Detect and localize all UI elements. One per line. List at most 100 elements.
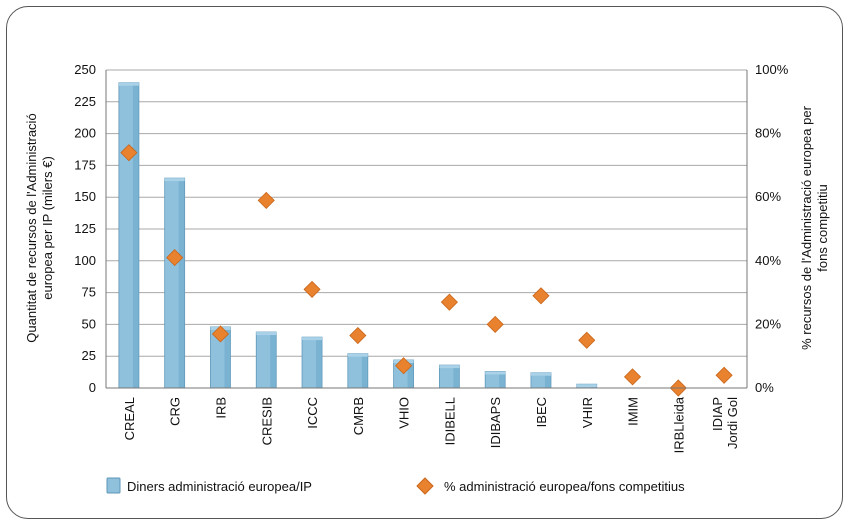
y-tick-label: 50: [82, 316, 96, 331]
y2-tick-label: 100%: [755, 62, 789, 77]
x-tick-label: CRG: [168, 397, 183, 426]
svg-text:VHIO: VHIO: [397, 397, 412, 429]
bar-top: [118, 82, 139, 86]
bar-top: [256, 332, 277, 336]
x-tick-label: VHIO: [397, 397, 412, 429]
bar-idibaps: [484, 371, 506, 389]
svg-text:CMRB: CMRB: [351, 397, 366, 435]
bar-iccc: [301, 336, 323, 389]
bar-shade: [178, 178, 185, 388]
left-tick-labels: 0 25 50 75 100 125 150 175 200 225 250: [74, 62, 96, 395]
x-tick-label: ICCC: [305, 397, 320, 429]
y-tick-label: 250: [74, 62, 96, 77]
y-tick-label: 125: [74, 221, 96, 236]
bar-top: [530, 372, 551, 376]
y-tick-label: 200: [74, 126, 96, 141]
y2-tick-label: 80%: [755, 126, 781, 141]
legend-bar-swatch: [106, 477, 121, 494]
x-tick-label: CMRB: [351, 397, 366, 435]
svg-text:CREAL: CREAL: [122, 397, 137, 440]
marker-vhir: [578, 331, 596, 349]
marker-idiap-jordi-gol: [715, 366, 733, 384]
y2-tick-label: 60%: [755, 189, 781, 204]
bar-creal: [118, 82, 140, 389]
svg-text:IRBLleida: IRBLleida: [671, 396, 686, 453]
marker-cmrb: [349, 326, 367, 345]
y2-tick-label: 0%: [755, 380, 774, 395]
svg-text:CRESIB: CRESIB: [259, 397, 274, 445]
marker-crg: [166, 249, 184, 267]
y-axis-title-line2: europea per IP (milers €): [40, 156, 55, 300]
x-tick-label: IMIM: [626, 397, 641, 426]
marker-cresib: [257, 191, 275, 209]
svg-text:IMIM: IMIM: [626, 397, 641, 426]
legend: Diners administració europea/IP % admini…: [106, 477, 685, 495]
bar-shade: [544, 372, 551, 388]
bar-idibell: [438, 364, 460, 389]
x-tick-label: IDIBAPS: [488, 397, 503, 449]
bar-shade: [224, 326, 231, 388]
x-tick-label: VHIR: [580, 397, 595, 428]
bar-shade: [407, 360, 414, 388]
bar-cmrb: [347, 353, 369, 389]
svg-text:CRG: CRG: [168, 397, 183, 426]
axes: [105, 70, 748, 389]
bar-shade: [361, 353, 368, 388]
bar-top: [485, 371, 506, 375]
marker-creal: [120, 144, 138, 162]
bar-shade: [453, 365, 460, 388]
marker-irb: [211, 325, 230, 343]
bar-shade: [316, 337, 323, 388]
x-tick-label: IBEC: [534, 397, 549, 427]
y-tick-label: 25: [82, 348, 96, 363]
svg-text:IDIBAPS: IDIBAPS: [488, 397, 503, 449]
category-labels: CREAL CRG IRB CRESIB ICCC CMRB VHIO IDIBELL IDIB…: [122, 396, 740, 453]
svg-text:VHIR: VHIR: [580, 397, 595, 428]
marker-idibell: [440, 293, 458, 311]
x-tick-label: CRESIB: [259, 397, 274, 445]
bar-top: [302, 337, 323, 341]
bar-shade: [132, 82, 139, 388]
svg-text:IDIBELL: IDIBELL: [442, 397, 457, 445]
x-tick-label: CREAL: [122, 397, 137, 440]
bar-ibec: [530, 372, 552, 389]
y-tick-label: 75: [82, 285, 96, 300]
y-tick-label: 0: [89, 380, 96, 395]
y-tick-label: 150: [74, 189, 96, 204]
bar-top: [439, 365, 460, 369]
svg-text:IDIAP: IDIAP: [710, 397, 725, 431]
svg-text:IRB: IRB: [213, 397, 228, 419]
y-axis-title-line1: Quantitat de recursos de l'Administració: [24, 113, 39, 342]
chart-frame: [6, 6, 843, 519]
y-tick-label: 225: [74, 94, 96, 109]
bar-top: [164, 178, 185, 182]
svg-text:IBEC: IBEC: [534, 397, 549, 427]
bar-shade: [270, 332, 277, 388]
grid-lines: [106, 69, 747, 389]
bar-top: [347, 353, 368, 357]
marker-ibec: [532, 287, 550, 305]
y2-axis-title-line1: % recursos de l'Administració europea pe…: [799, 105, 814, 349]
x-tick-label: IRB: [213, 397, 228, 419]
bar-crg: [164, 177, 186, 389]
legend-diamond-swatch: [416, 477, 434, 495]
marker-iccc: [303, 280, 321, 298]
y2-tick-label: 40%: [755, 253, 781, 268]
svg-text:Jordi Gol: Jordi Gol: [725, 397, 740, 449]
marker-imim: [623, 368, 642, 386]
bar-top: [576, 384, 597, 388]
legend-bar-label: Diners administració europea/IP: [127, 479, 312, 494]
y-tick-label: 175: [74, 157, 96, 172]
x-tick-label: IRBLleida: [671, 396, 686, 453]
marker-idibaps: [486, 315, 504, 333]
x-tick-label: IDIAP Jordi Gol: [710, 397, 740, 449]
y-tick-label: 100: [74, 253, 96, 268]
marker-series: [120, 144, 733, 397]
bar-shade: [499, 371, 506, 388]
svg-text:ICCC: ICCC: [305, 397, 320, 429]
y2-tick-label: 20%: [755, 316, 781, 331]
bar-vhir: [576, 383, 598, 389]
right-tick-labels: 0% 20% 40% 60% 80% 100%: [755, 62, 789, 395]
y2-axis-title-line2: fons competitiu: [815, 184, 830, 271]
